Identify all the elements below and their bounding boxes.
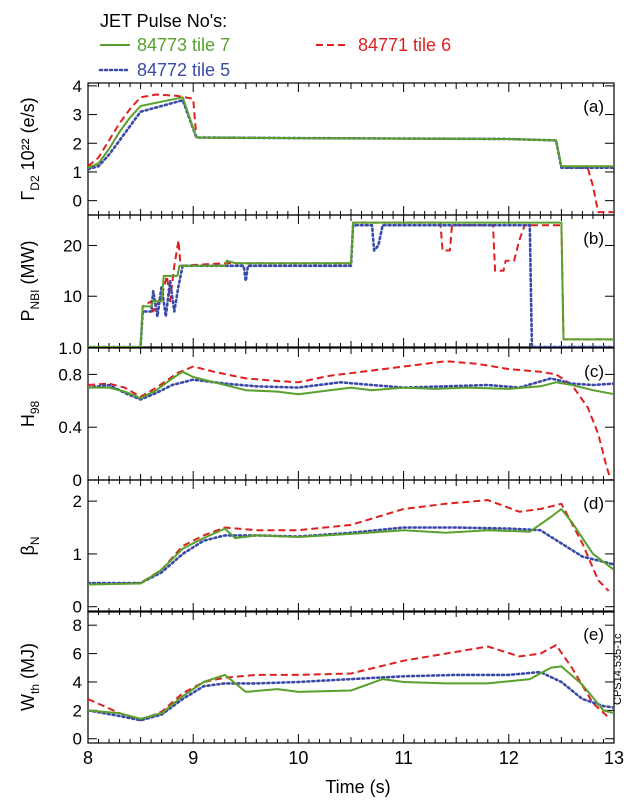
- panel-tag: (a): [583, 97, 604, 116]
- series-line-84772: [88, 223, 614, 347]
- y-tick-label: 1: [73, 163, 82, 182]
- y-tick-label: 0: [73, 730, 82, 749]
- series-line-84773: [88, 665, 614, 720]
- y-tick-label: 2: [73, 134, 82, 153]
- panel-frame: [87, 82, 615, 216]
- y-tick-label: 0.4: [58, 418, 82, 437]
- y-axis-label: H98: [18, 401, 42, 428]
- y-tick-label: 1: [73, 545, 82, 564]
- y-axis-label: PNBI (MW): [18, 240, 42, 321]
- panel-b: 10 20 (b) PNBI (MW): [18, 214, 615, 348]
- x-axis: 8 9 10 11 12 13: [83, 748, 624, 768]
- y-tick-label: 4: [73, 77, 82, 96]
- panel-c: 0 0.4 0.8 1.0 (c) H98: [18, 339, 615, 490]
- panel-frame: [87, 347, 615, 481]
- panel-tag: (e): [583, 625, 604, 644]
- y-tick-label: 0: [73, 471, 82, 490]
- y-tick-label: 4: [73, 673, 82, 692]
- series-line-84773: [88, 508, 614, 586]
- legend: JET Pulse No's: 84773 tile 7 84772 tile …: [98, 11, 451, 80]
- y-tick-label: 2: [73, 492, 82, 511]
- y-tick-label: 2: [73, 701, 82, 720]
- x-tick-label: 10: [288, 748, 308, 768]
- y-tick-label: 0: [73, 598, 82, 617]
- y-tick-label: 8: [73, 616, 82, 635]
- panel-a: 0 1 2 3 4 (a) ΓD2 10²² (e/s): [18, 77, 615, 216]
- panel-tag: (b): [583, 229, 604, 248]
- y-axis-label: Wth (MJ): [18, 643, 42, 711]
- legend-label-84771: 84771 tile 6: [358, 35, 451, 55]
- series-line-84772: [88, 670, 614, 722]
- series-line-84772: [88, 98, 614, 171]
- side-note: CPS14.535-1c: [612, 633, 624, 705]
- y-tick-label: 0: [73, 192, 82, 211]
- panel-e: 0 2 4 6 8 (e) Wth (MJ): [18, 610, 615, 749]
- series-line-84771: [88, 93, 614, 214]
- y-tick-label: 20: [63, 236, 82, 255]
- y-tick-label: 0.8: [58, 365, 82, 384]
- legend-title: JET Pulse No's:: [100, 11, 227, 31]
- series-line-84772: [88, 526, 614, 585]
- y-tick-label: 10: [63, 287, 82, 306]
- x-tick-label: 8: [83, 748, 93, 768]
- legend-label-84772: 84772 tile 5: [137, 60, 230, 80]
- series-line-84773: [88, 370, 614, 400]
- x-tick-label: 12: [499, 748, 519, 768]
- x-tick-label: 9: [188, 748, 198, 768]
- legend-label-84773: 84773 tile 7: [137, 35, 230, 55]
- x-tick-label: 11: [394, 748, 413, 768]
- panel-d: 0 1 2 (d) βN: [18, 479, 615, 617]
- series-line-84772: [88, 377, 614, 401]
- series-line-84773: [88, 221, 614, 347]
- y-tick-label: 1.0: [58, 339, 82, 358]
- x-tick-label: 13: [604, 748, 624, 768]
- series-line-84773: [88, 96, 614, 169]
- series-line-84771: [88, 644, 610, 722]
- series-line-84771: [88, 499, 610, 592]
- x-axis-label: Time (s): [325, 777, 390, 797]
- panel-frame: [87, 479, 615, 613]
- series-line-84771: [88, 360, 612, 480]
- y-axis-label: ΓD2 10²² (e/s): [18, 97, 42, 200]
- panel-tag: (c): [584, 362, 604, 381]
- panel-tag: (d): [583, 494, 604, 513]
- y-tick-label: 6: [73, 645, 82, 664]
- y-tick-label: 3: [73, 106, 82, 125]
- y-axis-label: βN: [18, 536, 42, 555]
